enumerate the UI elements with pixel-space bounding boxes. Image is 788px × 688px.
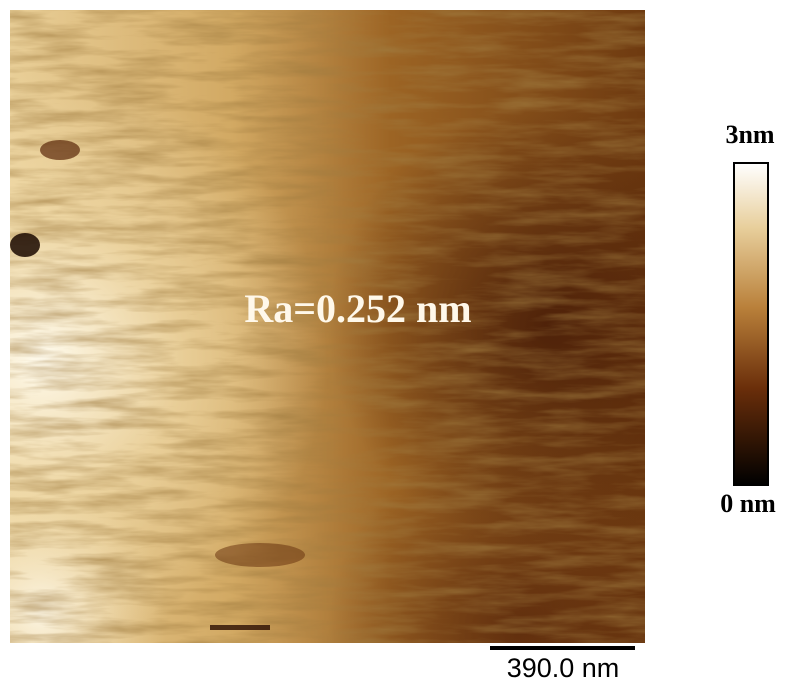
afm-defect <box>40 140 80 160</box>
afm-image: Ra=0.252 nm <box>10 10 645 643</box>
roughness-annotation: Ra=0.252 nm <box>244 286 471 331</box>
scale-bar-label: 390.0 nm <box>507 653 620 683</box>
colorbar-min-label: 0 nm <box>720 489 776 518</box>
afm-figure: Ra=0.252 nm 3nm 0 nm 390.0 nm <box>0 0 788 688</box>
colorbar-max-label: 3nm <box>725 120 774 149</box>
page: Ra=0.252 nm 3nm 0 nm 390.0 nm (() => { c… <box>0 0 788 688</box>
scale-bar: 390.0 nm <box>490 648 635 683</box>
afm-defect <box>215 543 305 567</box>
afm-defect <box>10 233 40 257</box>
afm-defect <box>210 625 270 630</box>
colorbar: 3nm 0 nm <box>720 120 776 518</box>
colorbar-scale <box>734 163 768 485</box>
